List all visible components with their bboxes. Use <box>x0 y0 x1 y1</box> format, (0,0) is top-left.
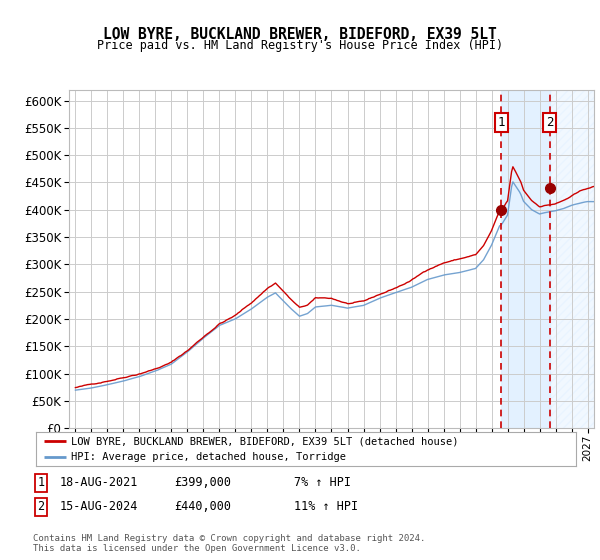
Bar <box>550 90 594 428</box>
Text: 2: 2 <box>546 116 553 129</box>
Bar <box>502 90 550 428</box>
Text: LOW BYRE, BUCKLAND BREWER, BIDEFORD, EX39 5LT: LOW BYRE, BUCKLAND BREWER, BIDEFORD, EX3… <box>103 27 497 42</box>
Text: Price paid vs. HM Land Registry's House Price Index (HPI): Price paid vs. HM Land Registry's House … <box>97 39 503 52</box>
Text: 1: 1 <box>498 116 505 129</box>
Text: 1: 1 <box>37 476 44 489</box>
Text: Contains HM Land Registry data © Crown copyright and database right 2024.
This d: Contains HM Land Registry data © Crown c… <box>33 534 425 553</box>
Text: 7% ↑ HPI: 7% ↑ HPI <box>294 476 351 489</box>
Text: 11% ↑ HPI: 11% ↑ HPI <box>294 500 358 514</box>
Text: 15-AUG-2024: 15-AUG-2024 <box>60 500 139 514</box>
Text: £399,000: £399,000 <box>174 476 231 489</box>
Text: 18-AUG-2021: 18-AUG-2021 <box>60 476 139 489</box>
Text: HPI: Average price, detached house, Torridge: HPI: Average price, detached house, Torr… <box>71 452 346 462</box>
Text: £440,000: £440,000 <box>174 500 231 514</box>
Text: 2: 2 <box>37 500 44 514</box>
Text: LOW BYRE, BUCKLAND BREWER, BIDEFORD, EX39 5LT (detached house): LOW BYRE, BUCKLAND BREWER, BIDEFORD, EX3… <box>71 436 458 446</box>
